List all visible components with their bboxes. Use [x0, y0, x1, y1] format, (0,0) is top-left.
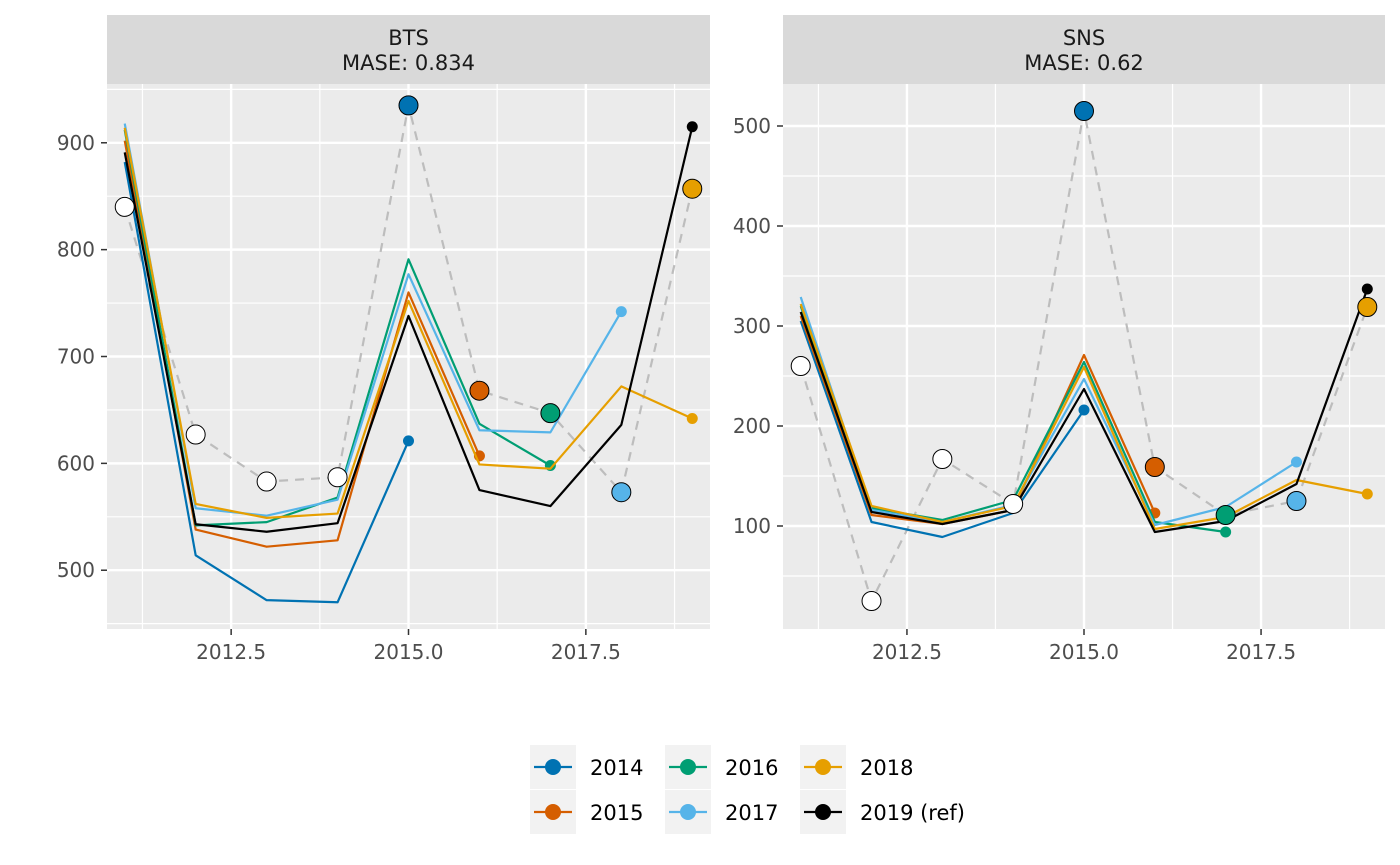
x-tick-label: 2012.5	[872, 640, 942, 664]
observed-point	[932, 449, 953, 469]
strip-background	[783, 15, 1385, 84]
y-tick-label: 400	[733, 214, 771, 238]
series-2017	[123, 123, 627, 517]
legend-entry-2019-ref: 2019 (ref)	[800, 790, 965, 834]
observed-point	[1144, 457, 1165, 477]
x-tick-label: 2015.0	[1049, 640, 1119, 664]
y-tick-label: 900	[57, 131, 95, 155]
panel-title: SNS	[1063, 26, 1105, 50]
y-tick-label: 600	[57, 451, 95, 475]
y-tick-label: 500	[57, 558, 95, 582]
legend-key-point	[545, 804, 561, 820]
observed-point	[185, 424, 206, 445]
axes: 500 600 700 800 900 2012.5 2015.0 2017.5	[57, 131, 621, 664]
legend-label: 2018	[860, 756, 913, 780]
y-tick-label: 700	[57, 345, 95, 369]
panel-subtitle: MASE: 0.834	[342, 51, 475, 75]
series-line	[123, 161, 410, 604]
legend-key-point	[680, 804, 696, 820]
series-endpoint	[686, 412, 698, 424]
series-endpoint	[686, 121, 698, 133]
observed-point	[1003, 494, 1024, 514]
legend-label: 2014	[590, 756, 643, 780]
series-line	[799, 288, 1369, 534]
observed-point	[327, 467, 348, 488]
x-tick-label: 2017.5	[551, 640, 621, 664]
observed-point	[1357, 297, 1378, 317]
legend-entry-2014: 2014	[530, 745, 643, 789]
series-endpoint	[615, 306, 627, 318]
legend-key-point	[815, 759, 831, 775]
series-2014	[799, 320, 1090, 539]
series-2018	[799, 303, 1373, 531]
y-tick-label: 800	[57, 238, 95, 262]
observed-point	[398, 95, 419, 116]
legend-label: 2016	[725, 756, 778, 780]
series-endpoint	[1078, 404, 1090, 416]
observed-point	[1074, 101, 1094, 121]
y-tick-label: 300	[733, 314, 771, 338]
series-2014	[123, 161, 414, 604]
series-line	[799, 303, 1368, 531]
legend-entry-2016: 2016	[665, 745, 778, 789]
series-2019-ref	[799, 283, 1373, 534]
legend-entry-2015: 2015	[530, 790, 643, 834]
observed-point	[611, 482, 632, 503]
panel-title: BTS	[388, 26, 429, 50]
legend-label: 2015	[590, 801, 643, 825]
observed-points	[790, 101, 1378, 611]
legend: 2014 2015 2016 2017 2018 2019 (ref)	[530, 745, 965, 834]
axes: 100 200 300 400 500 2012.5 2015.0 2017.5	[733, 114, 1296, 664]
legend-key-point	[545, 759, 561, 775]
x-tick-label: 2015.0	[374, 640, 444, 664]
legend-key-point	[815, 804, 831, 820]
y-tick-label: 100	[733, 514, 771, 538]
observed-point	[790, 356, 811, 376]
strip-background	[107, 15, 710, 84]
x-tick-label: 2017.5	[1226, 640, 1296, 664]
series-line	[799, 296, 1298, 527]
legend-label: 2017	[725, 801, 778, 825]
series-endpoint	[1361, 488, 1373, 500]
legend-entry-2018: 2018	[800, 745, 913, 789]
series-line	[123, 123, 623, 517]
legend-entry-2017: 2017	[665, 790, 778, 834]
observed-point	[682, 178, 703, 199]
observed-points	[114, 95, 703, 503]
series-2019-ref	[123, 121, 698, 533]
legend-key-point	[680, 759, 696, 775]
legend-label: 2019 (ref)	[860, 801, 965, 825]
series-2017	[799, 296, 1302, 527]
observed-point	[540, 403, 561, 424]
observed-point	[114, 196, 135, 217]
observed-point	[256, 471, 277, 492]
observed-point	[1215, 505, 1236, 525]
series-endpoint	[1290, 456, 1302, 468]
series-line	[123, 127, 693, 519]
observed-point	[469, 380, 490, 401]
observed-point	[1286, 491, 1307, 511]
y-tick-label: 200	[733, 414, 771, 438]
series-2018	[123, 127, 698, 519]
panel-subtitle: MASE: 0.62	[1024, 51, 1144, 75]
series-line	[123, 126, 694, 533]
series-endpoint	[1220, 526, 1232, 538]
gridlines	[783, 84, 1385, 629]
series-endpoint	[1361, 283, 1373, 295]
series-line	[799, 320, 1085, 539]
observed-point	[861, 591, 882, 611]
series-endpoint	[403, 435, 414, 447]
x-tick-label: 2012.5	[196, 640, 266, 664]
y-tick-label: 500	[733, 114, 771, 138]
